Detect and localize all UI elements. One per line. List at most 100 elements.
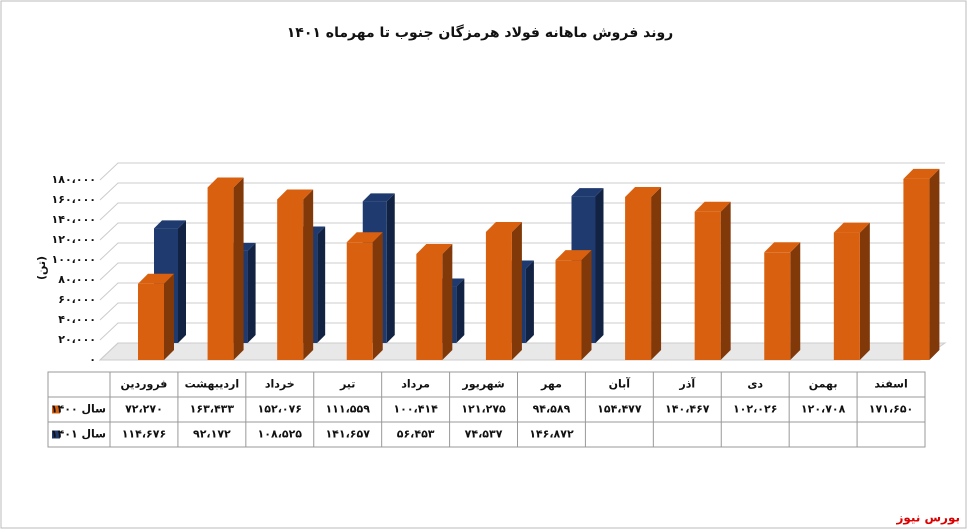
bar-front [555, 260, 582, 360]
category-label: بهمن [809, 378, 838, 391]
bar-side [233, 177, 244, 360]
bar-front [346, 242, 373, 360]
bar-side [456, 278, 465, 343]
data-label: ۱۴۶،۸۷۲ [529, 428, 574, 441]
bar-side [581, 250, 592, 360]
data-label: ۱۰۸،۵۲۵ [258, 428, 303, 441]
bar [207, 177, 244, 360]
y-tick-label: ۱۴۰،۰۰۰ [52, 213, 96, 226]
data-label: ۱۱۱،۵۵۹ [325, 403, 370, 416]
bar [555, 250, 592, 360]
bar-top [485, 221, 522, 232]
data-label: ۹۲،۱۷۲ [193, 428, 231, 441]
bar [485, 221, 522, 360]
bar-top [207, 177, 244, 188]
data-label: ۵۶،۴۵۳ [397, 428, 435, 441]
data-label: ۷۴،۵۳۷ [465, 428, 503, 441]
bar-front [833, 232, 860, 360]
grid-line [99, 222, 945, 241]
grid-line [99, 282, 945, 301]
category-label: شهریور [461, 378, 504, 391]
y-tick-label: ۲۰،۰۰۰ [58, 333, 96, 346]
bar-side [595, 188, 604, 343]
bar-front [207, 187, 234, 360]
bar-top [138, 273, 174, 284]
category-label: فروردین [121, 378, 168, 391]
category-label: آبان [609, 377, 631, 391]
y-tick-label: ۸۰،۰۰۰ [58, 273, 96, 286]
data-label: ۱۶۳،۴۳۳ [190, 403, 235, 416]
data-label: ۱۵۴،۴۷۷ [597, 403, 642, 416]
legend-label: سال ۱۴۰۰ [51, 403, 106, 416]
bar-front [138, 283, 164, 360]
bar-top [571, 188, 604, 197]
bar-front [625, 196, 652, 360]
bar-top [346, 232, 383, 243]
data-label: ۷۲،۲۷۰ [125, 403, 163, 416]
y-tick-label: ۰ [89, 353, 96, 366]
grid-line [99, 162, 945, 181]
y-tick-label: ۱۶۰،۰۰۰ [52, 193, 96, 206]
y-axis-label: (تن) [35, 256, 48, 280]
grid-line [99, 302, 945, 321]
bar-side [164, 273, 174, 360]
bar-side [442, 244, 453, 360]
bar [138, 273, 174, 360]
bar-front [764, 252, 791, 360]
data-label: ۱۰۲،۰۲۶ [733, 403, 777, 416]
bar-side [790, 242, 801, 360]
bar [694, 201, 731, 360]
chart-title: روند فروش ماهانه فولاد هرمزگان جنوب تا م… [287, 24, 673, 41]
bar-top [277, 189, 314, 200]
category-label: دی [747, 378, 763, 391]
grid-line [99, 342, 945, 361]
bar-side [386, 193, 395, 343]
legend-label: سال ۱۴۰۱ [51, 428, 106, 441]
category-label: خرداد [265, 378, 295, 391]
data-label: ۹۴،۵۸۹ [533, 403, 571, 416]
bar [416, 244, 453, 360]
grid-line [99, 182, 945, 201]
y-tick-label: ۱۰۰،۰۰۰ [52, 253, 96, 266]
category-label: مهر [540, 378, 562, 391]
bar [833, 222, 870, 360]
category-label: مرداد [401, 378, 430, 391]
data-label: ۱۱۴،۶۷۶ [122, 428, 166, 441]
bar-front [903, 178, 930, 360]
bar-front [485, 231, 512, 360]
data-label: ۱۴۱،۶۵۷ [325, 428, 370, 441]
bar-side [178, 220, 186, 343]
bar-side [372, 232, 383, 360]
bar-front [694, 211, 721, 360]
bar-top [625, 186, 662, 197]
bar-front [277, 199, 304, 360]
data-label: ۱۴۰،۴۶۷ [665, 403, 710, 416]
category-label: تیر [339, 378, 355, 391]
data-label: ۱۵۲،۰۷۶ [258, 403, 302, 416]
bar-side [720, 201, 731, 360]
legend-swatch [52, 405, 60, 414]
bar-side [859, 222, 870, 360]
legend-swatch [52, 430, 60, 439]
y-tick-label: ۴۰،۰۰۰ [58, 313, 96, 326]
y-tick-label: ۶۰،۰۰۰ [58, 293, 96, 306]
bar [903, 168, 940, 360]
data-label: ۱۰۰،۴۱۴ [393, 403, 438, 416]
grid-line [99, 202, 945, 221]
bar-top [362, 193, 395, 202]
bar [346, 232, 383, 360]
category-label: اردیبهشت [185, 378, 239, 391]
data-label: ۱۷۱،۶۵۰ [869, 403, 913, 416]
bar-side [303, 189, 314, 360]
bar [625, 186, 662, 360]
bar [277, 189, 314, 360]
bar [764, 242, 801, 360]
grid-line [99, 242, 945, 261]
bar-side [651, 186, 662, 360]
bar-top [694, 201, 731, 212]
bar-top [555, 250, 592, 261]
bar-top [764, 242, 801, 253]
data-label: ۱۲۰،۷۰۸ [801, 403, 846, 416]
